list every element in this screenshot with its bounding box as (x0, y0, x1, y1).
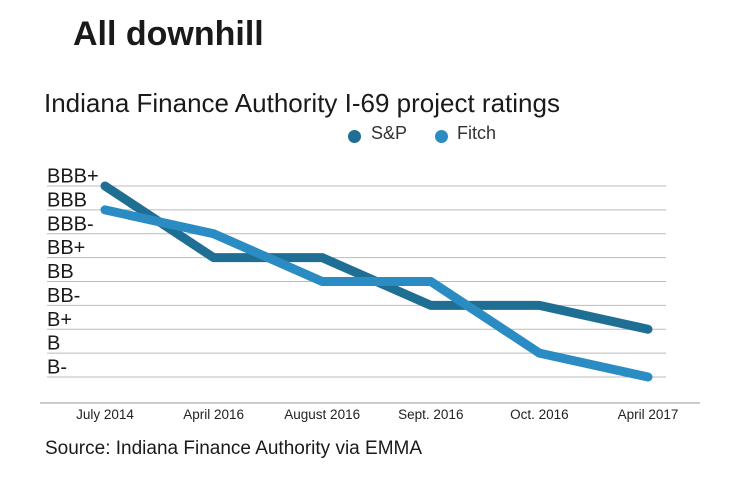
svg-text:April 2017: April 2017 (618, 407, 679, 422)
svg-text:B+: B+ (47, 309, 72, 331)
svg-text:BB-: BB- (47, 285, 80, 307)
svg-text:April 2016: April 2016 (183, 407, 244, 422)
svg-text:BB+: BB+ (47, 237, 85, 259)
svg-text:BBB: BBB (47, 189, 87, 211)
svg-text:BB: BB (47, 261, 74, 283)
svg-text:BBB+: BBB+ (47, 166, 99, 188)
svg-text:Sept. 2016: Sept. 2016 (398, 407, 463, 422)
svg-text:Oct. 2016: Oct. 2016 (510, 407, 569, 422)
svg-text:July 2014: July 2014 (76, 407, 134, 422)
svg-text:BBB-: BBB- (47, 213, 94, 235)
svg-text:B: B (47, 333, 60, 355)
svg-text:August 2016: August 2016 (284, 407, 360, 422)
svg-text:B-: B- (47, 357, 67, 379)
